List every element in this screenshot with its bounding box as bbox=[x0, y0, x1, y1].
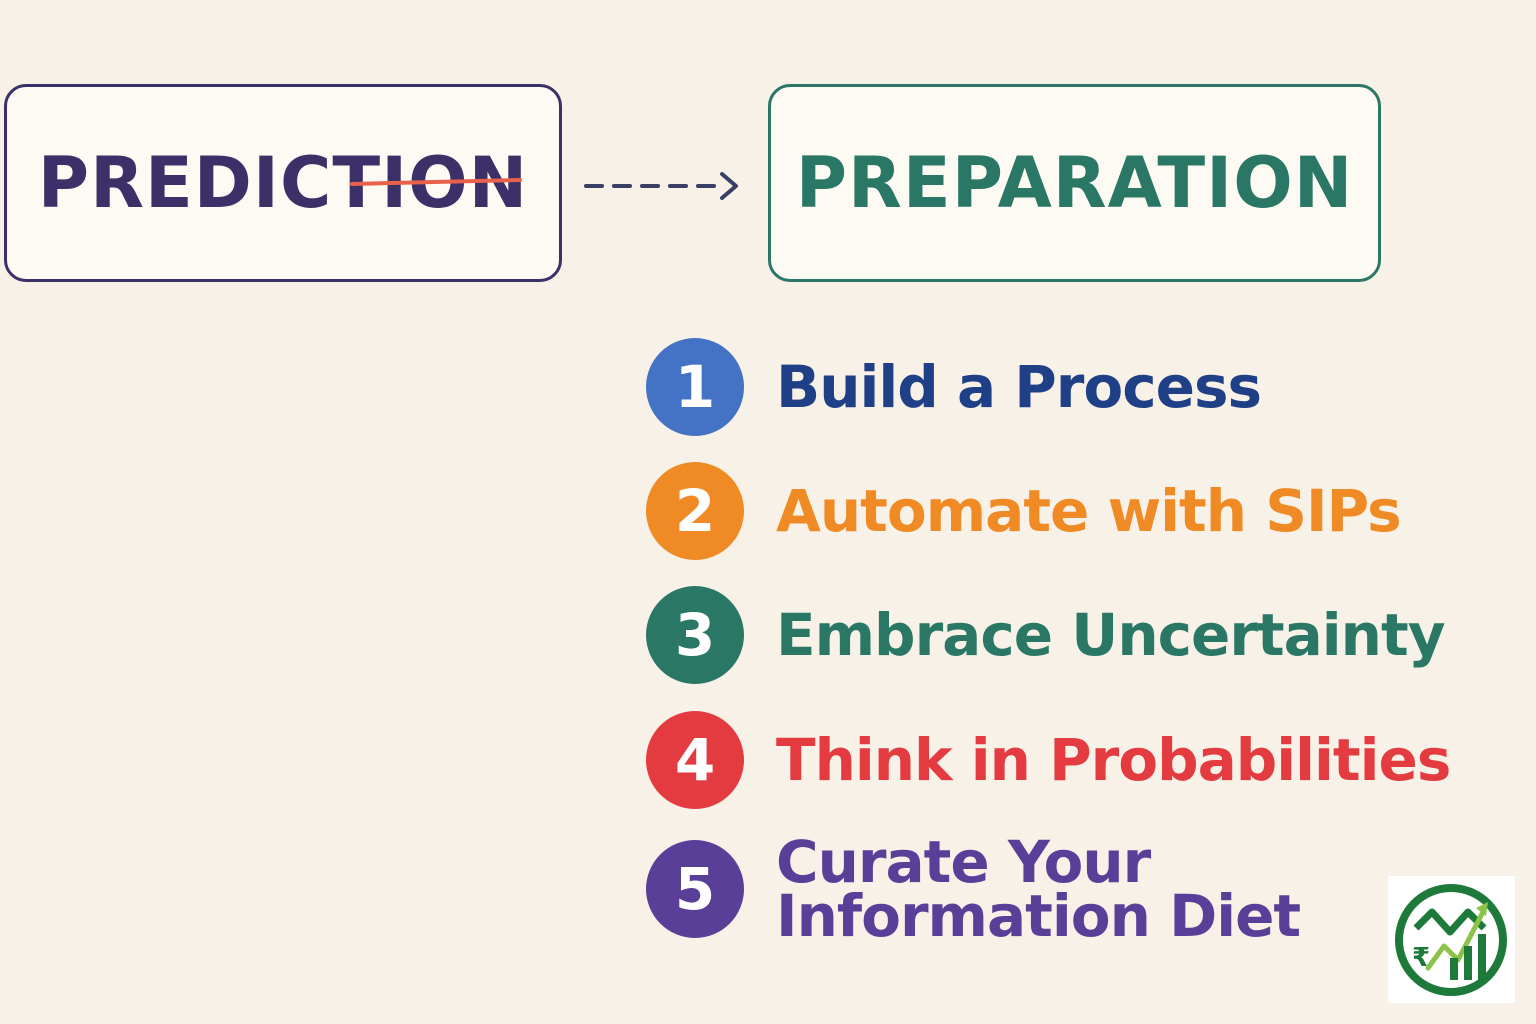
svg-text:₹: ₹ bbox=[1412, 943, 1430, 973]
preparation-label: PREPARATION bbox=[795, 142, 1354, 224]
step-label: Curate Your Information Diet bbox=[776, 828, 1301, 950]
step-number: 3 bbox=[674, 601, 716, 669]
step-item-3: 3 Embrace Uncertainty bbox=[646, 586, 1446, 684]
step-number: 1 bbox=[674, 353, 716, 421]
step-label: Build a Process bbox=[776, 353, 1262, 421]
step-number: 5 bbox=[674, 855, 716, 923]
step-item-5: 5 Curate Your Information Diet bbox=[646, 828, 1336, 950]
dashed-arrow bbox=[584, 172, 738, 200]
step-item-4: 4 Think in Probabilities bbox=[646, 711, 1451, 809]
step-label: Think in Probabilities bbox=[776, 726, 1451, 794]
step-number-badge: 3 bbox=[646, 586, 744, 684]
step-number-badge: 5 bbox=[646, 840, 744, 938]
brand-logo: ₹ bbox=[1388, 876, 1515, 1003]
step-item-1: 1 Build a Process bbox=[646, 338, 1262, 436]
step-label: Automate with SIPs bbox=[776, 477, 1402, 545]
step-number: 2 bbox=[674, 477, 716, 545]
prediction-box: PREDICTION bbox=[4, 84, 562, 282]
step-number: 4 bbox=[674, 726, 716, 794]
step-label: Embrace Uncertainty bbox=[776, 601, 1446, 669]
step-number-badge: 2 bbox=[646, 462, 744, 560]
prediction-label: PREDICTION bbox=[37, 142, 529, 224]
money-chart-logo-icon: ₹ bbox=[1395, 884, 1507, 996]
step-number-badge: 4 bbox=[646, 711, 744, 809]
preparation-box: PREPARATION bbox=[768, 84, 1381, 282]
step-number-badge: 1 bbox=[646, 338, 744, 436]
step-item-2: 2 Automate with SIPs bbox=[646, 462, 1402, 560]
